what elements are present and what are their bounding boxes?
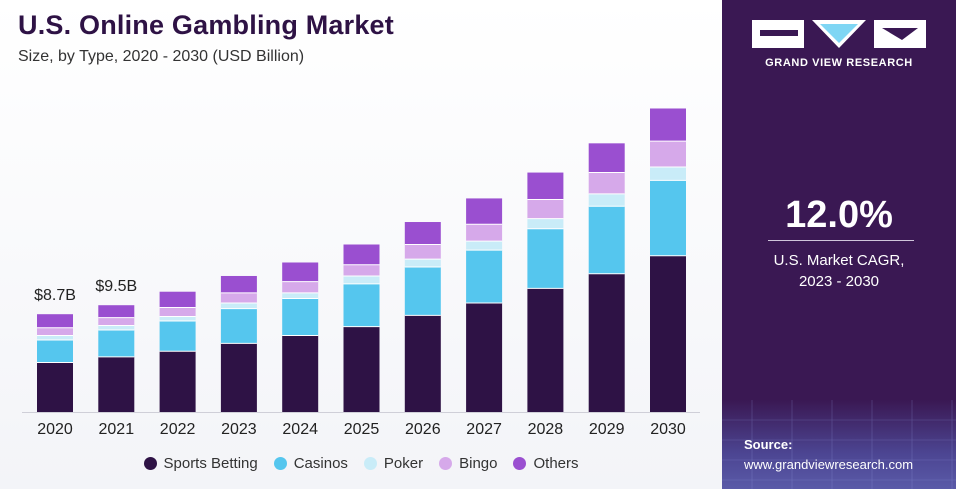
legend-item-bingo: Bingo: [439, 455, 497, 472]
bar-segment-bingo-2027: [466, 224, 503, 242]
bar-segment-sports-betting-2028: [527, 288, 564, 412]
legend-item-poker: Poker: [363, 455, 424, 472]
bar-segment-bingo-2026: [404, 244, 441, 260]
bar-segment-poker-2025: [343, 275, 380, 284]
bar-segment-poker-2027: [466, 241, 503, 251]
bar-segment-poker-2023: [220, 302, 257, 309]
data-label-2021: $9.5B: [95, 278, 137, 295]
cagr-label: U.S. Market CAGR, 2023 - 2030: [722, 250, 956, 292]
legend-item-sports-betting: Sports Betting: [143, 455, 258, 472]
footer-grid-pattern: [722, 400, 956, 489]
bar-segment-poker-2022: [159, 316, 196, 321]
data-label-2020: $8.7B: [34, 287, 76, 304]
bar-segment-bingo-2025: [343, 264, 380, 276]
bar-segment-casinos-2027: [466, 250, 503, 303]
legend-swatch: [363, 457, 377, 470]
legend-label: Others: [533, 455, 579, 472]
bar-segment-poker-2021: [98, 325, 135, 330]
cagr-label-line1: U.S. Market CAGR,: [773, 252, 905, 269]
source-footer: [722, 400, 956, 489]
legend-swatch: [143, 457, 157, 470]
bar-segment-bingo-2030: [650, 141, 686, 167]
bar-segment-bingo-2022: [159, 307, 196, 317]
legend-item-others: Others: [513, 455, 579, 472]
bar-segment-casinos-2021: [98, 329, 135, 357]
bar-segment-casinos-2024: [282, 298, 319, 336]
bar-segment-others-2022: [159, 291, 196, 308]
x-tick-label-2030: 2030: [650, 421, 686, 438]
bar-segment-others-2028: [527, 172, 564, 200]
x-tick-label-2027: 2027: [466, 421, 502, 438]
legend-label: Poker: [383, 455, 424, 472]
bar-segment-casinos-2022: [159, 320, 196, 352]
stacked-bar-chart: 2020 $8.7B 2021 $9.5B 2022 2023 2024 2025 2026 20…: [22, 108, 700, 438]
bar-segment-others-2030: [650, 108, 686, 142]
bar-segment-casinos-2030: [650, 180, 686, 256]
bar-segment-others-2024: [282, 262, 319, 282]
bar-segment-bingo-2024: [282, 281, 319, 293]
bar-segment-poker-2026: [404, 259, 441, 267]
bar-segment-sports-betting-2022: [159, 351, 196, 412]
bar-segment-others-2021: [98, 305, 135, 318]
cagr-value: 12.0%: [785, 194, 893, 236]
bar-segment-poker-2030: [650, 166, 686, 181]
bar-segment-sports-betting-2025: [343, 326, 380, 412]
x-tick-label-2024: 2024: [282, 421, 318, 438]
bar-segment-casinos-2029: [588, 206, 625, 274]
x-tick-label-2028: 2028: [528, 421, 564, 438]
bar-segment-sports-betting-2020: [37, 362, 73, 412]
bar-segment-others-2029: [588, 143, 625, 173]
bar-segment-others-2023: [220, 275, 257, 293]
bar-segment-others-2027: [466, 198, 503, 225]
bar-segment-bingo-2020: [37, 327, 73, 336]
x-tick-label-2020: 2020: [37, 421, 73, 438]
bar-segment-poker-2028: [527, 218, 564, 229]
bar-segment-sports-betting-2026: [404, 315, 441, 412]
bar-segment-casinos-2020: [37, 340, 73, 363]
x-tick-label-2021: 2021: [99, 421, 135, 438]
legend-label: Casinos: [293, 455, 348, 472]
bar-segment-casinos-2025: [343, 283, 380, 327]
bar-segment-others-2026: [404, 222, 441, 245]
x-tick-label-2026: 2026: [405, 421, 441, 438]
legend-label: Sports Betting: [163, 455, 258, 472]
source-title: Source:: [744, 437, 793, 452]
legend-swatch: [513, 457, 527, 470]
grand-view-research-logo: [752, 20, 926, 48]
x-tick-label-2029: 2029: [589, 421, 625, 438]
info-sidebar: GRAND VIEW RESEARCH 12.0% U.S. Market CA…: [722, 0, 956, 489]
bar-segment-poker-2024: [282, 292, 319, 299]
bar-segment-sports-betting-2027: [466, 302, 503, 412]
legend-item-casinos: Casinos: [273, 455, 348, 472]
bar-segment-bingo-2023: [220, 292, 257, 303]
bar-segment-bingo-2021: [98, 317, 135, 326]
cagr-divider: [768, 240, 914, 241]
legend-swatch: [273, 457, 287, 470]
legend-swatch: [439, 457, 453, 470]
chart-legend: Sports Betting Casinos Poker Bingo Others: [0, 455, 722, 472]
chart-title: U.S. Online Gambling Market: [18, 10, 394, 40]
x-tick-label-2025: 2025: [344, 421, 380, 438]
chart-subtitle: Size, by Type, 2020 - 2030 (USD Billion): [18, 48, 305, 65]
bar-segment-others-2025: [343, 244, 380, 265]
bar-segment-sports-betting-2021: [98, 356, 135, 412]
bar-segment-sports-betting-2024: [282, 335, 319, 412]
bar-segment-poker-2020: [37, 335, 73, 341]
bar-segment-casinos-2028: [527, 228, 564, 289]
bar-segment-casinos-2023: [220, 308, 257, 344]
bar-segment-poker-2029: [588, 193, 625, 207]
source-link[interactable]: www.grandviewresearch.com: [744, 457, 914, 472]
bar-segment-sports-betting-2023: [220, 343, 257, 412]
bar-segment-others-2020: [37, 314, 73, 328]
brand-name: GRAND VIEW RESEARCH: [765, 57, 913, 69]
x-tick-label-2022: 2022: [160, 421, 196, 438]
bar-segment-sports-betting-2030: [650, 255, 686, 412]
bar-segment-casinos-2026: [404, 266, 441, 316]
bar-segment-bingo-2028: [527, 199, 564, 219]
x-tick-label-2023: 2023: [221, 421, 257, 438]
legend-label: Bingo: [459, 455, 498, 472]
cagr-label-line2: 2023 - 2030: [798, 273, 880, 290]
bar-segment-bingo-2029: [588, 172, 625, 194]
bar-segment-sports-betting-2029: [588, 273, 625, 412]
